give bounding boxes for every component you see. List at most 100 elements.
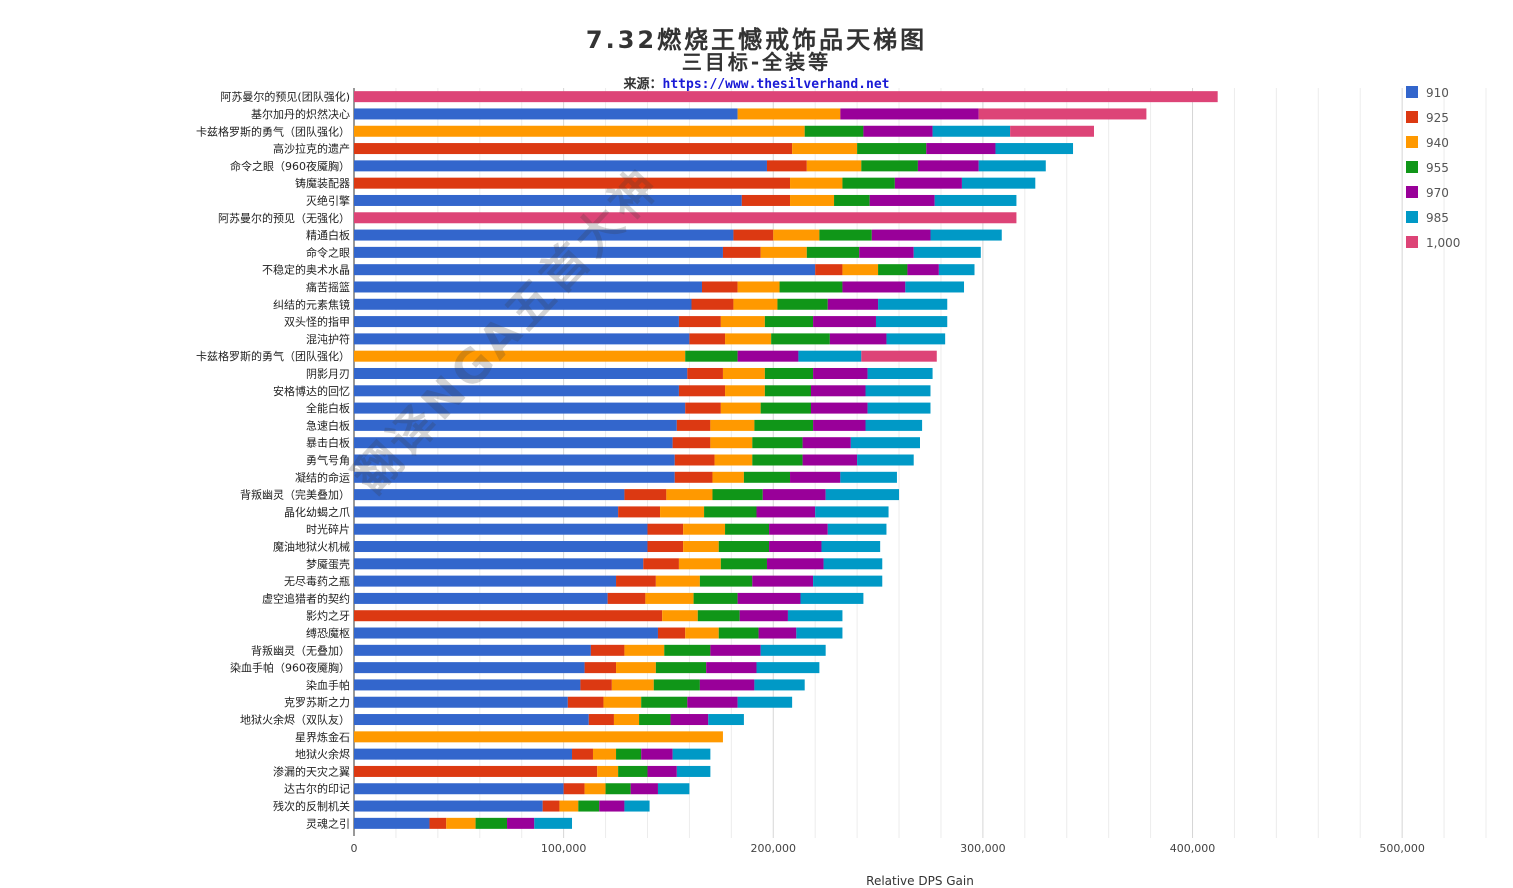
bar-segment-955[interactable] <box>819 229 872 241</box>
bar-segment-970[interactable] <box>840 108 979 120</box>
bar-segment-985[interactable] <box>821 541 881 553</box>
bar-segment-955[interactable] <box>771 333 830 345</box>
bar-segment-940[interactable] <box>725 385 765 397</box>
bar-segment-970[interactable] <box>706 662 757 674</box>
bar-segment-970[interactable] <box>917 160 979 172</box>
bar-segment-985[interactable] <box>708 714 744 726</box>
bar-segment-970[interactable] <box>842 281 906 293</box>
bar-segment-940[interactable] <box>760 246 807 258</box>
bar-segment-955[interactable] <box>834 194 870 206</box>
bar-segment-940[interactable] <box>733 298 778 310</box>
bar-segment-985[interactable] <box>676 765 711 777</box>
bar-segment-940[interactable] <box>806 160 862 172</box>
bar-segment-940[interactable] <box>559 800 579 812</box>
bar-segment-925[interactable] <box>672 437 711 449</box>
bar-segment-925[interactable] <box>643 558 679 570</box>
bar-segment-910[interactable] <box>354 592 608 604</box>
bar-segment-940[interactable] <box>773 229 820 241</box>
bar-segment-955[interactable] <box>712 489 763 501</box>
bar-segment-985[interactable] <box>800 592 864 604</box>
bar-segment-925[interactable] <box>815 264 843 276</box>
bar-segment-940[interactable] <box>710 419 755 431</box>
bar-segment-910[interactable] <box>354 281 702 293</box>
bar-segment-940[interactable] <box>683 541 719 553</box>
bar-segment-985[interactable] <box>865 419 923 431</box>
bar-segment-910[interactable] <box>354 471 675 483</box>
bar-segment-985[interactable] <box>878 298 948 310</box>
bar-segment-985[interactable] <box>815 506 889 518</box>
bar-segment-925[interactable] <box>647 523 684 535</box>
bar-segment-970[interactable] <box>769 523 828 535</box>
bar-segment-970[interactable] <box>859 246 914 258</box>
bar-segment-955[interactable] <box>718 627 759 639</box>
bar-segment-970[interactable] <box>802 437 851 449</box>
bar-segment-955[interactable] <box>693 592 738 604</box>
bar-segment-910[interactable] <box>354 298 692 310</box>
bar-segment-955[interactable] <box>760 402 811 414</box>
bar-segment-940[interactable] <box>354 731 723 743</box>
bar-segment-940[interactable] <box>624 644 665 656</box>
bar-segment-940[interactable] <box>354 350 686 362</box>
bar-segment-970[interactable] <box>802 454 858 466</box>
bar-segment-940[interactable] <box>790 194 835 206</box>
bar-segment-955[interactable] <box>720 558 767 570</box>
bar-segment-985[interactable] <box>913 246 981 258</box>
bar-segment-955[interactable] <box>475 817 508 829</box>
bar-segment-925[interactable] <box>542 800 560 812</box>
bar-segment-970[interactable] <box>758 627 797 639</box>
bar-segment-910[interactable] <box>354 367 688 379</box>
bar-segment-925[interactable] <box>580 679 612 691</box>
bar-segment-970[interactable] <box>699 679 755 691</box>
bar-segment-925[interactable] <box>691 298 734 310</box>
bar-segment-955[interactable] <box>641 696 688 708</box>
bar-segment-910[interactable] <box>354 696 568 708</box>
bar-segment-940[interactable] <box>597 765 619 777</box>
bar-segment-970[interactable] <box>507 817 535 829</box>
bar-segment-955[interactable] <box>777 298 828 310</box>
bar-segment-970[interactable] <box>737 592 801 604</box>
bar-segment-985[interactable] <box>737 696 793 708</box>
bar-segment-985[interactable] <box>624 800 650 812</box>
bar-segment-925[interactable] <box>766 160 807 172</box>
bar-segment-910[interactable] <box>354 246 723 258</box>
bar-segment-985[interactable] <box>840 471 897 483</box>
bar-segment-910[interactable] <box>354 748 573 760</box>
bar-segment-970[interactable] <box>829 333 887 345</box>
bar-segment-910[interactable] <box>354 194 742 206</box>
bar-segment-970[interactable] <box>762 489 826 501</box>
bar-segment-910[interactable] <box>354 627 658 639</box>
bar-segment-925[interactable] <box>687 367 723 379</box>
bar-segment-985[interactable] <box>865 385 931 397</box>
source-url[interactable]: https://www.thesilverhand.net <box>662 77 890 92</box>
bar-segment-955[interactable] <box>752 454 803 466</box>
bar-segment-910[interactable] <box>354 644 591 656</box>
bar-segment-970[interactable] <box>641 748 673 760</box>
bar-segment-970[interactable] <box>827 298 879 310</box>
bar-segment-985[interactable] <box>823 558 883 570</box>
bar-segment-955[interactable] <box>764 316 814 328</box>
bar-segment-985[interactable] <box>867 367 933 379</box>
bar-segment-925[interactable] <box>354 177 791 189</box>
bar-segment-910[interactable] <box>354 558 644 570</box>
bar-segment-940[interactable] <box>714 454 753 466</box>
bar-segment-970[interactable] <box>752 575 814 587</box>
bar-segment-940[interactable] <box>790 177 843 189</box>
bar-segment-985[interactable] <box>825 489 900 501</box>
bar-segment-940[interactable] <box>725 333 772 345</box>
bar-segment-955[interactable] <box>752 437 803 449</box>
bar-segment-910[interactable] <box>354 541 648 553</box>
bar-segment-925[interactable] <box>588 714 614 726</box>
bar-segment-985[interactable] <box>867 402 931 414</box>
bar-segment-910[interactable] <box>354 489 625 501</box>
bar-segment-955[interactable] <box>699 575 753 587</box>
bar-segment-925[interactable] <box>676 419 711 431</box>
bar-segment-970[interactable] <box>810 385 866 397</box>
bar-segment-955[interactable] <box>764 385 811 397</box>
bar-segment-985[interactable] <box>813 575 883 587</box>
bar-segment-910[interactable] <box>354 800 543 812</box>
bar-segment-910[interactable] <box>354 575 617 587</box>
bar-segment-985[interactable] <box>534 817 573 829</box>
bar-segment-940[interactable] <box>446 817 476 829</box>
bar-segment-985[interactable] <box>995 143 1074 155</box>
bar-segment-970[interactable] <box>756 506 816 518</box>
